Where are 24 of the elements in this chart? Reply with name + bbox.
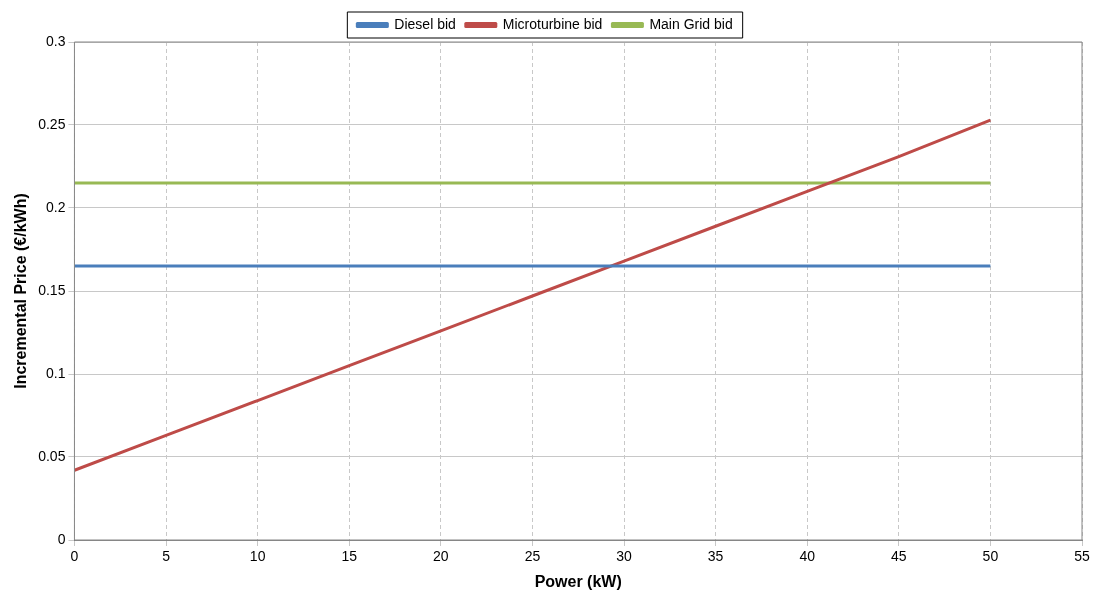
x-tick-label: 0 xyxy=(70,548,79,565)
y-tick-label: 0.2 xyxy=(45,198,66,215)
x-tick-label: 5 xyxy=(162,548,171,565)
x-tick-label: 45 xyxy=(891,548,907,565)
x-tick-label: 40 xyxy=(799,548,816,565)
legend-label: Main Grid bid xyxy=(649,15,733,32)
x-tick-label: 55 xyxy=(1074,548,1090,565)
y-tick-label: 0.05 xyxy=(38,447,66,464)
x-axis-title: Power (kW) xyxy=(534,572,622,590)
x-tick-label: 15 xyxy=(341,548,358,565)
x-tick-label: 30 xyxy=(616,548,633,565)
y-tick-label: 0.15 xyxy=(38,281,66,298)
legend-label: Diesel bid xyxy=(394,15,456,32)
x-tick-label: 25 xyxy=(524,548,541,565)
x-tick-label: 50 xyxy=(982,548,999,565)
x-tick-label: 10 xyxy=(249,548,266,565)
x-tick-label: 35 xyxy=(707,548,724,565)
x-tick-label: 20 xyxy=(433,548,449,565)
y-tick-label: 0 xyxy=(57,530,66,547)
y-tick-label: 0.3 xyxy=(45,32,66,49)
y-tick-label: 0.1 xyxy=(45,364,66,381)
y-axis-title: Incremental Price (€/kWh) xyxy=(12,193,30,389)
legend-label: Microturbine bid xyxy=(502,15,603,32)
y-tick-label: 0.25 xyxy=(38,115,66,132)
